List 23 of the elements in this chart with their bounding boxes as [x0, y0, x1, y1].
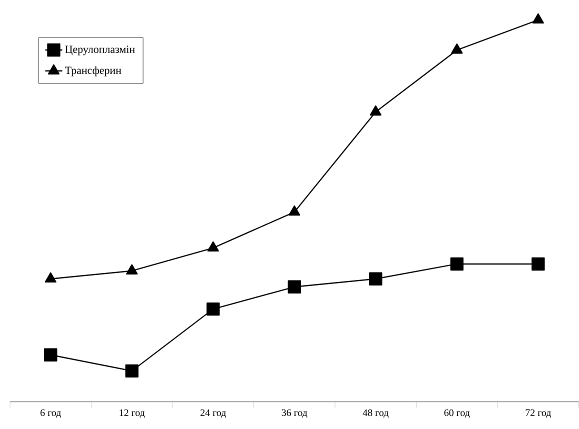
legend-label: Церулоплазмін [65, 46, 135, 56]
x-tick-label: 60 год [444, 409, 470, 418]
point [451, 44, 463, 54]
point [532, 257, 545, 271]
x-tick-label: 12 год [120, 409, 145, 418]
point [369, 272, 382, 286]
point [370, 105, 382, 116]
point [450, 257, 464, 271]
point [44, 348, 58, 362]
point [207, 241, 219, 252]
x-tick-label: 24 год [200, 409, 226, 418]
point [125, 364, 138, 378]
x-tick-label: 6 год [40, 409, 61, 418]
legend-label: Трансферин [65, 66, 122, 76]
point [288, 280, 301, 294]
x-tick-label: 48 год [362, 409, 388, 418]
point [206, 302, 220, 316]
point [288, 206, 300, 216]
point [126, 264, 138, 275]
point [532, 13, 544, 24]
x-tick-label: 36 год [282, 409, 308, 418]
x-tick-label: 72 год [526, 409, 551, 418]
point [44, 272, 56, 283]
